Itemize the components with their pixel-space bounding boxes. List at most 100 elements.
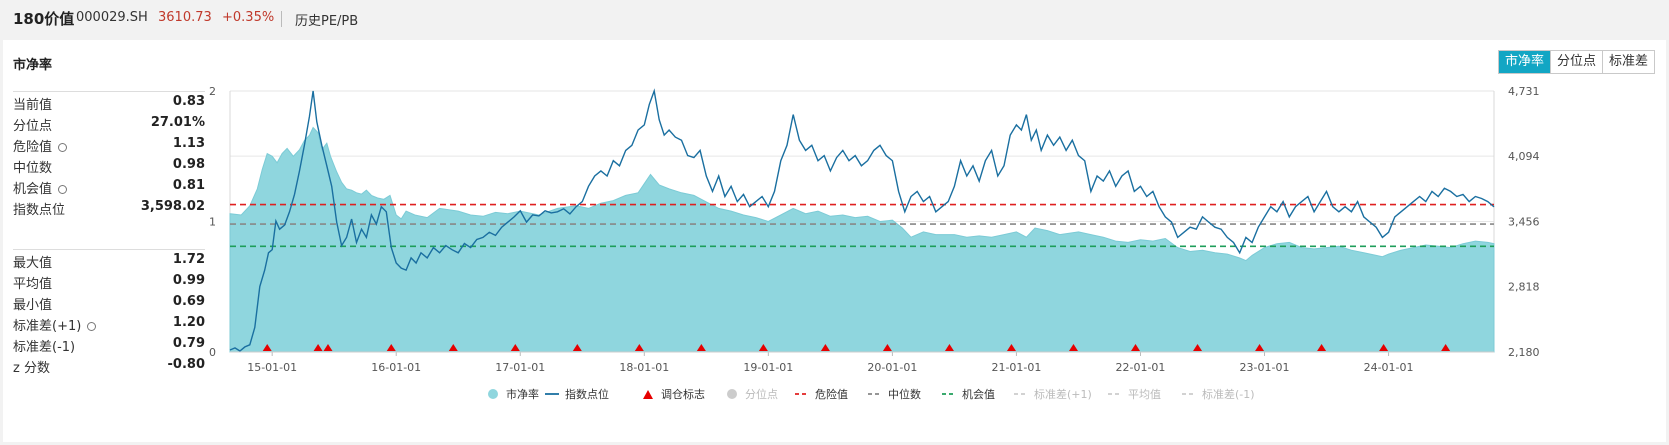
left-axis-tick: 0	[209, 346, 216, 359]
right-axis-tick: 3,456	[1508, 215, 1540, 228]
left-axis-tick: 2	[209, 85, 216, 98]
rebalance-marker	[758, 344, 768, 351]
stat-label-text: 标准差(+1)	[13, 319, 82, 334]
legend-label: 市净率	[506, 387, 539, 401]
index-name: 180价值	[13, 10, 75, 28]
stat-value: 1.72	[172, 252, 205, 267]
index-price: 3610.73	[158, 10, 212, 25]
legend-item-调仓标志[interactable]: 调仓标志	[643, 387, 705, 401]
rebalance-marker	[1131, 344, 1141, 351]
index-line-series	[229, 88, 1495, 352]
rebalance-marker	[510, 344, 520, 351]
index-code: 000029.SH	[76, 10, 148, 25]
stat-value: 0.98	[172, 157, 205, 172]
legend-item-市净率[interactable]: 市净率	[488, 387, 539, 401]
legend-label: 标准差(-1)	[1202, 387, 1255, 401]
right-axis-tick: 2,180	[1508, 346, 1540, 359]
stat-label: 最大值	[13, 252, 52, 271]
legend-item-中位数[interactable]: 中位数	[868, 387, 921, 401]
right-axis-tick: 2,818	[1508, 281, 1540, 294]
stat-row: 中位数 0.98	[13, 154, 205, 176]
stats-historical: 最大值 1.72 平均值 0.99 最小值 0.69 标准差(+1) 1.20 标准差(-1) 0…	[13, 249, 205, 376]
stat-row: 危险值 1.13	[13, 133, 205, 155]
stat-label-text: 危险值	[13, 140, 53, 155]
stats-current: 当前值 0.83 分位点 27.01% 危险值 1.13 中位数 0.98 机会值 0.81 指数点…	[13, 91, 205, 218]
stat-row: 最大值 1.72	[13, 249, 205, 271]
rebalance-marker	[448, 344, 458, 351]
legend-dot-icon	[488, 389, 498, 399]
panel-title: 市净率	[13, 58, 53, 73]
rebalance-marker	[820, 344, 830, 351]
rebalance-marker	[1006, 344, 1016, 351]
stat-label: z 分数	[13, 357, 50, 376]
legend-label: 机会值	[962, 387, 995, 401]
settings-gear-icon[interactable]	[58, 143, 68, 152]
stat-label: 标准差(-1)	[13, 336, 75, 355]
x-axis-tick: 17-01-01	[495, 361, 545, 374]
stat-value: 1.20	[172, 315, 205, 330]
stat-label-text: 最大值	[13, 256, 53, 271]
legend-label: 指数点位	[565, 387, 609, 401]
stat-label: 分位点	[13, 115, 52, 134]
stat-value: 0.69	[172, 294, 205, 309]
legend-label: 中位数	[888, 387, 921, 401]
stat-label-text: 分位点	[13, 119, 53, 134]
legend-item-分位点[interactable]: 分位点	[727, 387, 778, 401]
legend-label: 标准差(+1)	[1034, 387, 1092, 401]
legend-item-指数点位[interactable]: 指数点位	[545, 387, 609, 401]
rebalance-marker	[1068, 344, 1078, 351]
settings-gear-icon[interactable]	[58, 185, 68, 194]
legend-label: 危险值	[815, 387, 848, 401]
stat-label: 指数点位	[13, 199, 65, 218]
rebalance-marker	[1255, 344, 1265, 351]
right-axis-tick: 4,094	[1508, 150, 1540, 163]
legend-item-危险值[interactable]: 危险值	[795, 387, 848, 401]
stat-row: 指数点位 3,598.02	[13, 196, 205, 218]
stat-label-text: 中位数	[13, 161, 53, 176]
stat-label-text: 平均值	[13, 277, 53, 292]
stat-value: 1.13	[172, 136, 205, 151]
rebalance-marker	[1193, 344, 1203, 351]
legend-item-标准差(-1)[interactable]: 标准差(-1)	[1182, 387, 1255, 401]
rebalance-marker	[1379, 344, 1389, 351]
tab-pb[interactable]: 市净率	[1499, 51, 1551, 73]
x-axis-tick: 18-01-01	[619, 361, 669, 374]
legend-triangle-icon	[643, 390, 653, 399]
stat-label: 标准差(+1)	[13, 315, 97, 334]
x-axis-tick: 24-01-01	[1364, 361, 1414, 374]
rebalance-marker	[882, 344, 892, 351]
stat-value: 3,598.02	[140, 199, 205, 214]
rebalance-marker	[696, 344, 706, 351]
tab-percentile[interactable]: 分位点	[1550, 51, 1603, 73]
stat-row: 分位点 27.01%	[13, 112, 205, 134]
stat-label-text: 机会值	[13, 182, 53, 197]
x-axis-tick: 22-01-01	[1116, 361, 1166, 374]
legend-item-标准差(+1)[interactable]: 标准差(+1)	[1014, 387, 1092, 401]
stat-row: 最小值 0.69	[13, 291, 205, 313]
rebalance-marker	[634, 344, 644, 351]
stat-row: 当前值 0.83	[13, 91, 205, 113]
settings-gear-icon[interactable]	[87, 322, 97, 331]
stat-row: 机会值 0.81	[13, 175, 205, 197]
x-axis-tick: 16-01-01	[371, 361, 421, 374]
rebalance-marker	[944, 344, 954, 351]
x-axis-tick: 19-01-01	[743, 361, 793, 374]
stat-label-text: z 分数	[13, 361, 50, 376]
stat-label-text: 最小值	[13, 298, 53, 313]
stat-value: 0.83	[172, 94, 205, 109]
stat-label: 最小值	[13, 294, 52, 313]
legend-item-机会值[interactable]: 机会值	[942, 387, 995, 401]
history-pe-pb-link[interactable]: 历史PE/PB	[295, 14, 359, 29]
x-axis-tick: 21-01-01	[991, 361, 1041, 374]
x-axis-tick: 15-01-01	[247, 361, 297, 374]
stat-label: 当前值	[13, 94, 52, 113]
stat-value: 0.99	[172, 273, 205, 288]
view-tabs: 市净率 分位点 标准差	[1498, 50, 1656, 74]
rebalance-marker	[386, 344, 396, 351]
stat-label: 危险值	[13, 136, 68, 155]
legend-item-平均值[interactable]: 平均值	[1108, 388, 1161, 401]
stat-label: 机会值	[13, 178, 68, 197]
tab-stddev[interactable]: 标准差	[1602, 51, 1655, 73]
x-axis-tick: 20-01-01	[867, 361, 917, 374]
stat-label-text: 当前值	[13, 98, 53, 113]
